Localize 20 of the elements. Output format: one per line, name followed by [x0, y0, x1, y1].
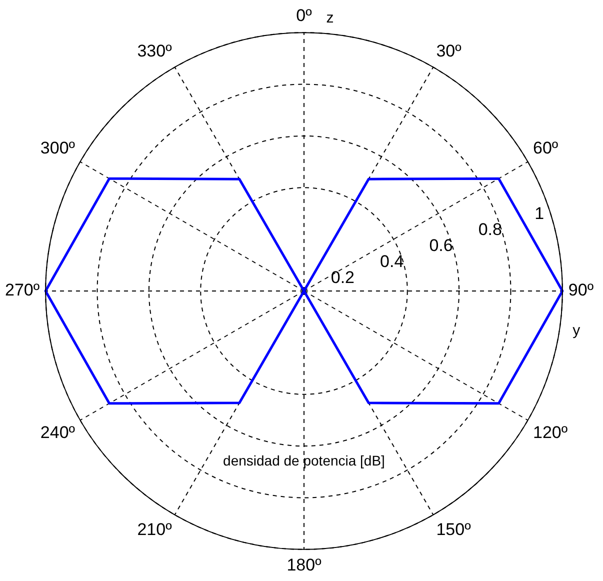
spoke-label: 60º	[533, 138, 558, 158]
spoke-label: 0º	[296, 6, 312, 26]
spoke-label: 210º	[137, 520, 172, 539]
y-tick-label: 0.8	[478, 220, 502, 240]
y-tick-label: 0.2	[330, 268, 355, 288]
y-tick-label: 1	[534, 204, 544, 224]
spoke-label: 90º	[568, 280, 594, 300]
text: z	[326, 10, 334, 27]
spoke-label: 330º	[137, 41, 172, 60]
spoke-label: 150º	[436, 520, 471, 539]
spoke-label: 270º	[4, 280, 40, 300]
spoke-label: 180º	[286, 555, 322, 574]
spoke-label: 300º	[40, 138, 75, 158]
text: densidad de potencia [dB]	[223, 452, 385, 468]
spoke-label: 240º	[40, 423, 75, 442]
spoke-label: 30º	[436, 41, 462, 60]
y-tick-label: 0.6	[429, 236, 453, 256]
text: y	[572, 322, 581, 340]
spoke-label: 120º	[533, 423, 568, 442]
y-tick-label: 0.4	[380, 252, 404, 272]
